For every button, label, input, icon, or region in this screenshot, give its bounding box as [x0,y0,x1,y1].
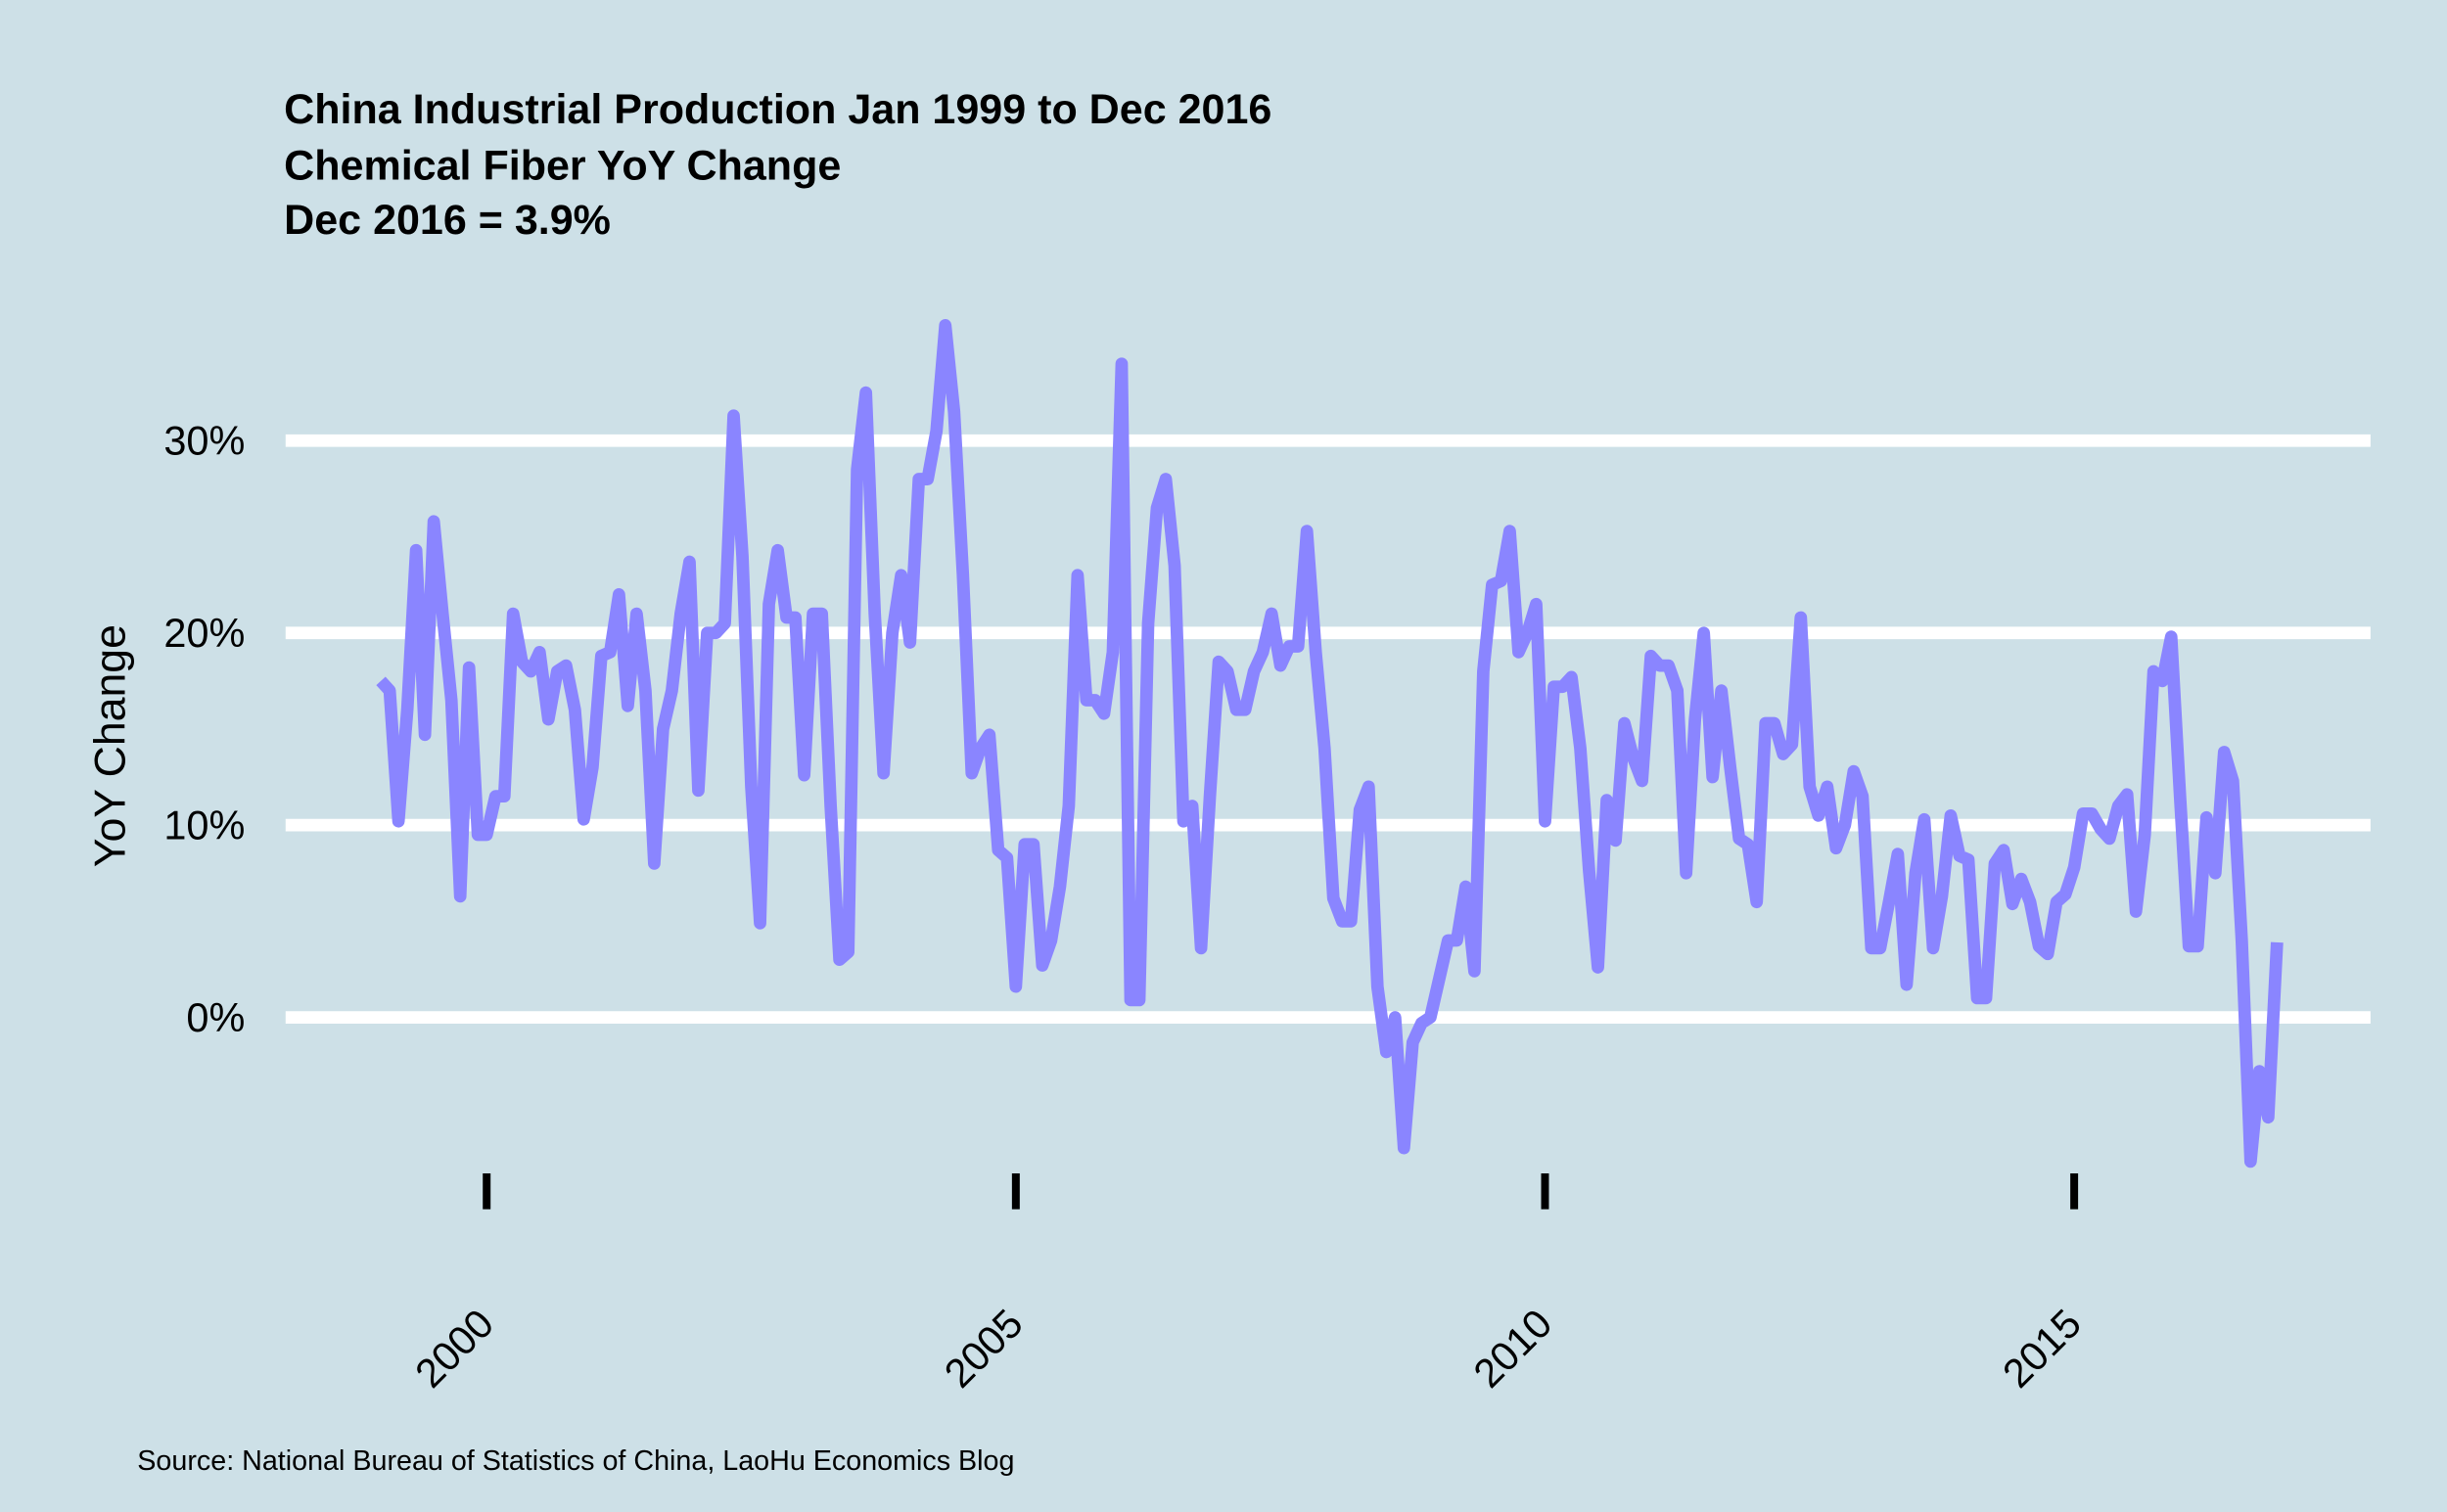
y-tick-label: 0% [186,994,245,1040]
y-tick-label: 10% [163,802,245,848]
chart-subtitle: Chemical Fiber YoY Change [284,142,841,189]
y-axis-title: YoY Change [87,624,135,867]
caption: Source: National Bureau of Statistics of… [137,1445,1014,1477]
chart-annotation: Dec 2016 = 3.9% [284,197,611,244]
y-tick-label: 20% [163,610,245,656]
y-tick-label: 30% [163,418,245,464]
chart-title: China Industrial Production Jan 1999 to … [284,86,1271,133]
data-line [376,319,2284,1168]
